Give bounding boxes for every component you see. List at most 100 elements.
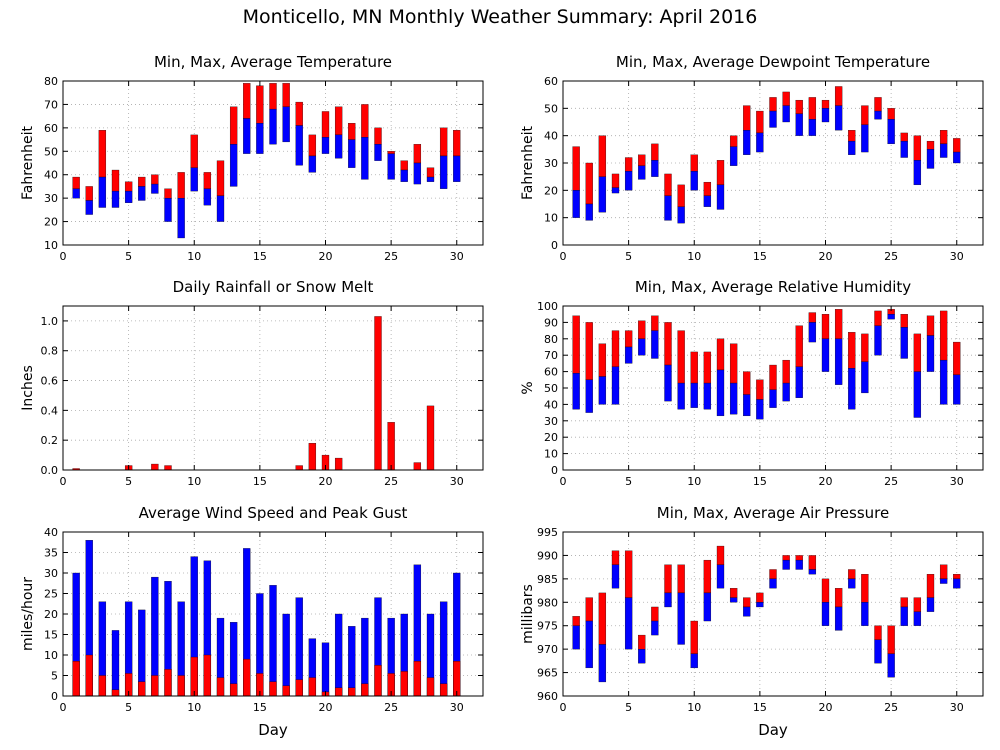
- lower-range-bar: [926, 149, 935, 169]
- upper-range-bar: [598, 592, 607, 645]
- temperature-chart: 10 20 30 40 50 60 70 80 0 5 10 15 20 25 30 Min, Max, Av…: [20, 53, 484, 263]
- lower-range-bar: [782, 382, 790, 402]
- upper-range-bar: [769, 97, 777, 112]
- chart-title: Min, Max, Average Relative Humidity: [635, 278, 911, 296]
- x-tick-label: 15: [253, 701, 267, 714]
- y-tick-label: 15: [44, 629, 58, 642]
- upper-range-bar: [834, 588, 843, 608]
- lower-range-bar: [887, 653, 895, 678]
- upper-range-bar: [900, 597, 908, 608]
- y-tick-label: 10: [544, 212, 558, 225]
- lower-range-bar: [585, 620, 593, 669]
- lower-range-bar: [611, 564, 620, 589]
- lower-range-bar: [743, 130, 751, 155]
- y-tick-label: 970: [537, 643, 558, 656]
- upper-range-bar: [585, 597, 593, 622]
- upper-range-bar: [795, 325, 803, 367]
- upper-range-bar: [334, 106, 343, 136]
- upper-range-bar: [374, 127, 382, 145]
- upper-range-bar: [413, 144, 422, 164]
- average-speed-bar: [334, 687, 343, 697]
- upper-range-bar: [834, 309, 843, 339]
- average-speed-bar: [138, 681, 146, 697]
- lower-range-bar: [111, 190, 120, 208]
- y-tick-label: 985: [537, 573, 558, 586]
- lower-range-bar: [913, 611, 922, 626]
- upper-range-bar: [887, 108, 895, 120]
- average-speed-bar: [85, 654, 93, 697]
- upper-range-bar: [85, 186, 93, 201]
- upper-range-bar: [677, 184, 685, 207]
- average-speed-bar: [361, 683, 369, 697]
- y-tick-label: 0: [551, 239, 558, 252]
- y-tick-label: 30: [44, 567, 58, 580]
- lower-range-bar: [203, 188, 212, 206]
- upper-range-bar: [111, 169, 120, 192]
- plot-frame: [562, 531, 984, 697]
- lower-range-bar: [926, 597, 935, 612]
- y-tick-label: 1.0: [41, 315, 59, 328]
- upper-range-bar: [756, 379, 764, 400]
- upper-range-bar: [72, 176, 80, 189]
- upper-range-bar: [861, 333, 869, 362]
- lower-range-bar: [190, 167, 198, 192]
- lower-range-bar: [716, 564, 725, 589]
- y-tick-label: 70: [44, 98, 58, 111]
- lower-range-bar: [703, 592, 712, 622]
- y-tick-label: 10: [44, 239, 58, 252]
- y-tick-label: 960: [537, 690, 558, 703]
- lower-range-bar: [900, 140, 908, 158]
- upper-range-bar: [848, 569, 856, 580]
- upper-range-bar: [690, 620, 698, 654]
- upper-range-bar: [677, 330, 685, 384]
- upper-range-bar: [848, 130, 856, 142]
- lower-range-bar: [664, 592, 672, 608]
- lower-range-bar: [874, 110, 882, 120]
- x-axis-label: Day: [258, 721, 288, 739]
- average-speed-bar: [151, 675, 159, 697]
- rainfall-bar: [387, 422, 395, 471]
- chart-title: Min, Max, Average Dewpoint Temperature: [616, 53, 930, 71]
- lower-range-bar: [795, 113, 803, 136]
- lower-range-bar: [690, 382, 698, 408]
- upper-range-bar: [203, 172, 212, 189]
- lower-range-bar: [598, 176, 607, 213]
- lower-range-bar: [703, 382, 712, 410]
- page-title: Monticello, MN Monthly Weather Summary: …: [242, 6, 758, 28]
- upper-range-bar: [926, 574, 935, 598]
- upper-range-bar: [953, 138, 961, 153]
- upper-range-bar: [216, 160, 225, 196]
- y-tick-label: 10: [44, 649, 58, 662]
- upper-range-bar: [348, 123, 356, 140]
- upper-range-bar: [939, 130, 948, 145]
- rainfall-bar: [426, 405, 435, 471]
- lower-range-bar: [821, 602, 830, 626]
- y-tick-label: 60: [544, 366, 558, 379]
- x-axis-label: Day: [758, 721, 788, 739]
- y-tick-label: 20: [44, 608, 58, 621]
- y-tick-label: 40: [44, 169, 58, 182]
- upper-range-bar: [821, 99, 830, 109]
- peak-gust-bar: [111, 630, 120, 697]
- lower-range-bar: [98, 176, 107, 208]
- lower-range-bar: [677, 592, 685, 645]
- y-tick-label: 35: [44, 547, 58, 560]
- average-speed-bar: [243, 658, 251, 697]
- lower-range-bar: [138, 186, 146, 201]
- lower-range-bar: [953, 151, 961, 164]
- upper-range-bar: [453, 130, 461, 157]
- lower-range-bar: [953, 578, 961, 589]
- upper-range-bar: [177, 172, 185, 199]
- lower-range-bar: [611, 366, 620, 405]
- upper-range-bar: [874, 310, 882, 326]
- upper-range-bar: [953, 574, 961, 580]
- x-tick-label: 30: [950, 250, 964, 263]
- upper-range-bar: [874, 97, 882, 112]
- y-tick-label: 100: [537, 300, 558, 313]
- peak-gust-bar: [269, 585, 277, 697]
- upper-range-bar: [769, 569, 777, 580]
- rainfall-bar: [164, 465, 172, 471]
- lower-range-bar: [439, 155, 448, 189]
- lower-range-bar: [887, 119, 895, 145]
- y-tick-label: 965: [537, 667, 558, 680]
